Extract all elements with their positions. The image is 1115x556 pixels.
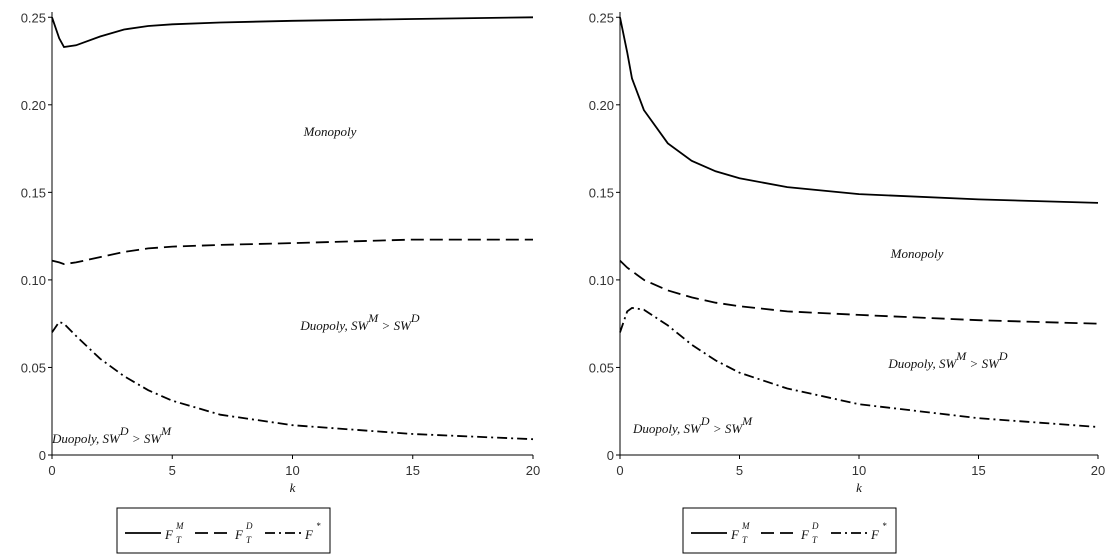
y-tick-label: 0.10 <box>589 273 614 288</box>
annotation-part: > SW <box>378 318 412 333</box>
legend-label: F* <box>304 521 321 542</box>
legend-sup: D <box>811 521 819 531</box>
legend-sup: M <box>741 521 750 531</box>
legend-box <box>682 507 897 554</box>
x-tick-label: 0 <box>48 463 55 478</box>
chart-panel: 0 0.05 0.10 0.15 0.20 0.25 0 5 10 15 20 k Monopoly Du… <box>589 10 1105 554</box>
x-tick-label: 10 <box>285 463 299 478</box>
annotation: Duopoly, SWD > SWM <box>51 424 172 446</box>
x-tick-label: 15 <box>406 463 420 478</box>
legend-name: F <box>304 527 314 542</box>
annotation-part: > SW <box>710 421 744 436</box>
legend-name: F <box>730 527 740 542</box>
series-line <box>51 16 534 48</box>
annotation-part: M <box>367 311 379 325</box>
x-axis-label: k <box>856 480 862 495</box>
x-tick-label: 5 <box>736 463 743 478</box>
y-tick-label: 0.05 <box>21 360 46 375</box>
legend-name: F <box>870 527 880 542</box>
legend-box <box>116 507 331 554</box>
y-tick-label: 0.25 <box>589 10 614 25</box>
annotation-part: M <box>160 424 172 438</box>
legend-label: F TD <box>800 521 819 545</box>
annotation: Duopoly, SWD > SWM <box>632 414 753 436</box>
series-line <box>51 238 533 266</box>
legend-sub: T <box>742 535 748 545</box>
legend-label: F* <box>870 521 887 542</box>
x-tick-label: 20 <box>526 463 540 478</box>
legend-sub: T <box>812 535 818 545</box>
annotation-part: Monopoly <box>303 124 357 139</box>
legend-sup: * <box>882 521 887 531</box>
y-tick-label: 0.10 <box>21 273 46 288</box>
annotation-part: > SW <box>966 356 1000 371</box>
legend-name: F <box>234 527 244 542</box>
annotation-part: D <box>700 414 710 428</box>
y-tick-label: 0.25 <box>21 10 46 25</box>
x-tick-label: 20 <box>1091 463 1105 478</box>
annotation-part: Duopoly, SW <box>299 318 369 333</box>
y-tick-label: 0 <box>39 448 46 463</box>
annotation: Duopoly, SWM > SWD <box>887 349 1008 371</box>
chart-panel: 0 0.05 0.10 0.15 0.20 0.25 0 5 10 15 20 k Monopoly Du… <box>21 10 540 554</box>
annotation: Duopoly, SWM > SWD <box>299 311 420 333</box>
annotation-part: Duopoly, SW <box>887 356 957 371</box>
x-tick-label: 5 <box>169 463 176 478</box>
annotation-part: Duopoly, SW <box>632 421 702 436</box>
x-axis-label: k <box>290 480 296 495</box>
series-line <box>619 306 1099 428</box>
legend-label: F TM <box>730 521 750 545</box>
legend-name: F <box>164 527 174 542</box>
legend-sub: T <box>246 535 252 545</box>
legend-name: F <box>800 527 810 542</box>
legend-sup: * <box>316 521 321 531</box>
series-line <box>619 17 1099 204</box>
x-tick-label: 0 <box>616 463 623 478</box>
annotation-part: Duopoly, SW <box>51 431 121 446</box>
y-tick-label: 0.15 <box>589 185 614 200</box>
annotation-part: M <box>741 414 753 428</box>
y-tick-label: 0.05 <box>589 360 614 375</box>
y-tick-label: 0 <box>607 448 614 463</box>
x-tick-label: 15 <box>971 463 985 478</box>
legend-label: F TD <box>234 521 253 545</box>
annotation-part: D <box>410 311 420 325</box>
annotation: Monopoly <box>890 246 944 261</box>
y-tick-label: 0.15 <box>21 185 46 200</box>
annotation-part: Monopoly <box>890 246 944 261</box>
series-line <box>619 259 1099 325</box>
annotation-part: D <box>998 349 1008 363</box>
series-line <box>51 320 534 441</box>
legend-sup: D <box>245 521 253 531</box>
annotation: Monopoly <box>303 124 357 139</box>
x-tick-label: 10 <box>852 463 866 478</box>
legend-sup: M <box>175 521 184 531</box>
y-tick-label: 0.20 <box>21 98 46 113</box>
annotation-part: > SW <box>129 431 163 446</box>
y-tick-label: 0.20 <box>589 98 614 113</box>
legend-label: F TM <box>164 521 184 545</box>
annotation-part: D <box>119 424 129 438</box>
legend-sub: T <box>176 535 182 545</box>
annotation-part: M <box>955 349 967 363</box>
